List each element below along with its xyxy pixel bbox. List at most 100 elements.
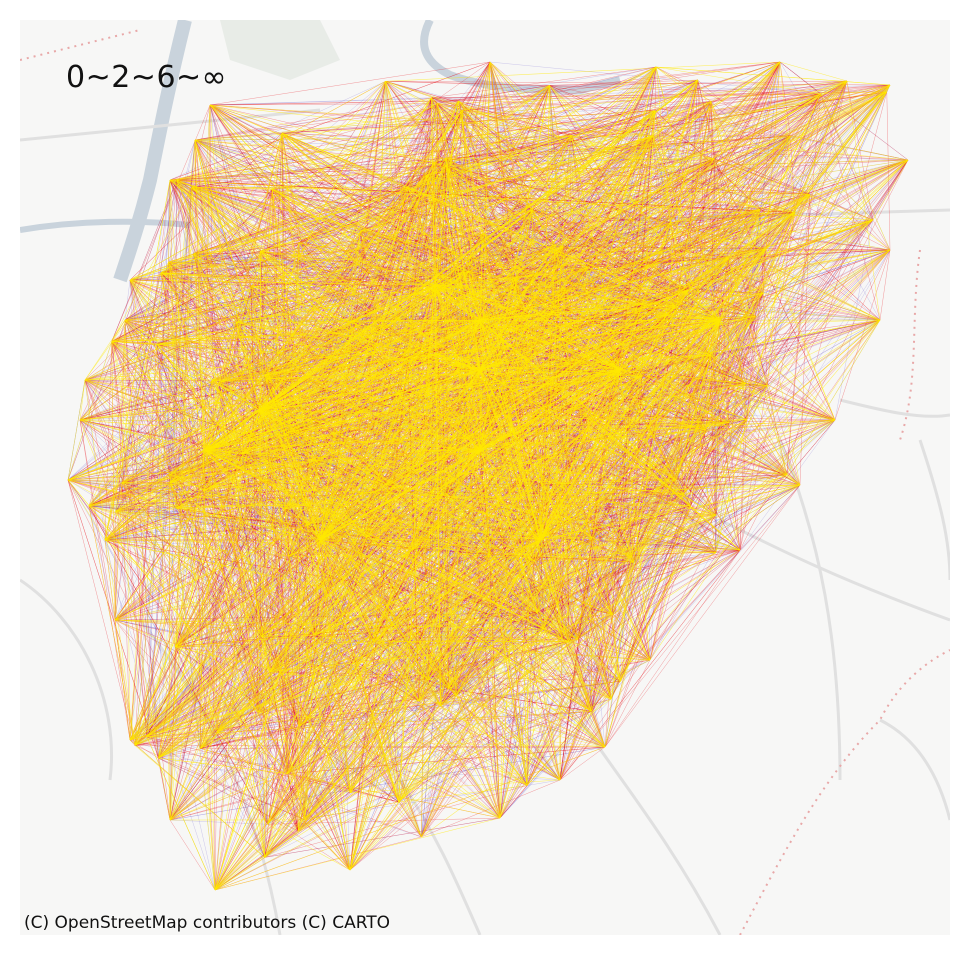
- road-7: [20, 578, 113, 781]
- road-6: [778, 439, 842, 781]
- flow-line: [169, 482, 501, 819]
- flow-line: [200, 219, 874, 749]
- flow-line: [440, 537, 593, 707]
- flow-line: [160, 103, 438, 273]
- flow-line: [455, 612, 538, 697]
- flow-line: [193, 253, 436, 286]
- flow-line: [421, 103, 438, 837]
- flow-line: [568, 314, 667, 642]
- boundary-east: [899, 249, 921, 441]
- flow-line: [88, 505, 116, 621]
- flow-line: [307, 525, 621, 682]
- flow-line: [445, 158, 667, 315]
- boundary-north: [20, 29, 141, 61]
- flow-line: [191, 110, 656, 188]
- flow-line: [175, 285, 252, 647]
- flow-line: [115, 100, 459, 512]
- flow-line: [169, 679, 428, 821]
- park-area: [220, 20, 340, 80]
- flow-line: [111, 341, 242, 454]
- flow-line: [739, 484, 801, 551]
- flow-line: [319, 84, 891, 541]
- flow-line: [160, 179, 171, 273]
- flow-line: [260, 165, 447, 637]
- boundary-southeast: [739, 649, 950, 935]
- flow-line: [160, 139, 196, 273]
- flow-line: [809, 194, 881, 321]
- flow-line: [834, 249, 891, 421]
- flow-line: [168, 261, 469, 272]
- flow-line: [425, 61, 781, 176]
- flow-line: [129, 279, 268, 825]
- flow-line: [809, 159, 909, 195]
- road-3: [719, 518, 950, 622]
- flow-line: [526, 637, 563, 786]
- flow-line: [67, 179, 177, 481]
- river-branch: [420, 20, 621, 95]
- flow-line: [146, 242, 300, 737]
- flow-line: [124, 279, 131, 321]
- flow-line: [129, 279, 351, 793]
- flow-line: [350, 698, 612, 794]
- road-5: [578, 719, 722, 935]
- flow-line: [169, 179, 329, 333]
- flow-line: [398, 612, 538, 803]
- flow-line: [169, 179, 329, 333]
- flow-line: [200, 285, 252, 749]
- flow-line: [710, 319, 881, 356]
- flow-line: [129, 739, 422, 838]
- flow-line: [175, 233, 483, 647]
- flow-line: [129, 279, 351, 793]
- flow-line: [121, 139, 196, 484]
- flow-line: [790, 135, 796, 213]
- flow-line: [121, 85, 550, 484]
- flow-line: [592, 505, 691, 539]
- flow-line: [489, 61, 530, 316]
- flow-line: [156, 231, 361, 345]
- flow-line: [445, 101, 712, 166]
- flow-line: [129, 279, 429, 355]
- flow-line: [114, 179, 177, 621]
- flow-line: [115, 511, 262, 637]
- flow-line: [820, 93, 874, 220]
- flow-line: [591, 135, 653, 712]
- flow-line: [437, 103, 795, 213]
- road-8: [879, 718, 950, 821]
- flow-line: [270, 319, 881, 672]
- flow-line: [209, 97, 432, 106]
- flow-map-canvas: [20, 20, 950, 935]
- flow-line: [462, 266, 588, 272]
- river-west: [20, 218, 191, 233]
- flow-line: [407, 159, 909, 358]
- flow-line: [121, 482, 216, 891]
- flow-line: [431, 97, 653, 137]
- flow-line: [121, 133, 283, 484]
- road-0: [20, 108, 321, 142]
- basemap-frame[interactable]: 0~2~6~∞ (C) OpenStreetMap contributors (…: [20, 20, 950, 935]
- flow-line: [577, 549, 741, 640]
- basemap-layer: [20, 20, 950, 935]
- road-9: [398, 779, 482, 935]
- road-10: [918, 439, 950, 581]
- flow-line: [169, 819, 268, 825]
- flow-line: [314, 634, 419, 702]
- flow-line: [258, 641, 569, 713]
- flow-line: [407, 97, 432, 188]
- flow-line: [104, 539, 159, 759]
- flow-line: [592, 385, 768, 539]
- flow-line: [786, 319, 881, 475]
- flow-line: [200, 748, 265, 858]
- road-2: [839, 398, 950, 418]
- flow-line: [462, 110, 756, 317]
- flow-line: [448, 84, 891, 689]
- flow-line: [264, 817, 501, 858]
- flow-line: [88, 505, 399, 803]
- flow-line: [715, 293, 764, 553]
- flow-line: [675, 316, 756, 481]
- flow-line: [561, 419, 836, 639]
- flow-line: [235, 251, 261, 323]
- flow-line: [146, 139, 196, 737]
- od-flow-lines-layer: [67, 61, 909, 891]
- flow-line: [241, 453, 606, 748]
